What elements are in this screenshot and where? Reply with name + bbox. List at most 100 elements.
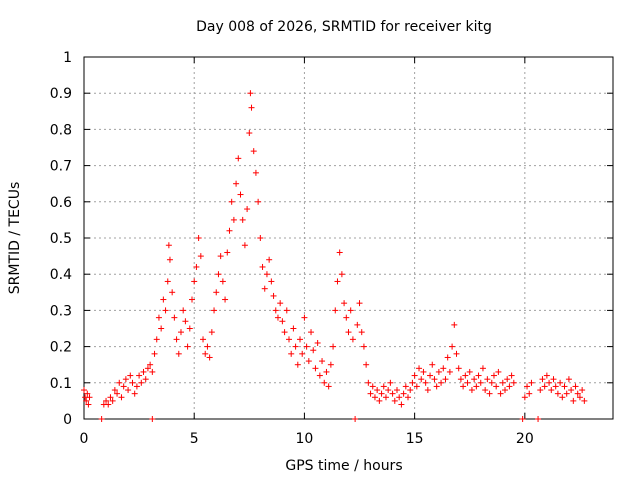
data-point bbox=[215, 271, 222, 278]
chart-title: Day 008 of 2026, SRMTID for receiver kit… bbox=[196, 19, 492, 35]
data-point bbox=[581, 397, 588, 404]
data-point bbox=[147, 361, 154, 368]
data-point bbox=[407, 387, 414, 394]
data-point bbox=[431, 376, 438, 383]
x-axis-label: GPS time / hours bbox=[285, 458, 402, 474]
data-point bbox=[162, 307, 169, 314]
data-point bbox=[438, 379, 445, 386]
data-point bbox=[177, 329, 184, 336]
data-point bbox=[107, 394, 114, 401]
data-point bbox=[422, 379, 429, 386]
data-point bbox=[490, 372, 497, 379]
data-point bbox=[371, 394, 378, 401]
data-point bbox=[263, 271, 270, 278]
data-point bbox=[109, 397, 116, 404]
data-point bbox=[341, 300, 348, 307]
x-tick-label: 20 bbox=[516, 431, 534, 447]
data-point bbox=[149, 368, 156, 375]
data-point bbox=[565, 376, 572, 383]
data-point bbox=[396, 394, 403, 401]
data-point bbox=[219, 278, 226, 285]
data-point bbox=[259, 263, 266, 270]
y-tick-label: 0.5 bbox=[50, 231, 72, 247]
y-tick-label: 0.1 bbox=[50, 376, 72, 392]
data-point bbox=[418, 376, 425, 383]
y-tick-label: 0.4 bbox=[50, 267, 72, 283]
data-point bbox=[191, 278, 198, 285]
data-point bbox=[343, 314, 350, 321]
data-point bbox=[120, 383, 127, 390]
data-point bbox=[416, 365, 423, 372]
data-point bbox=[290, 325, 297, 332]
data-point bbox=[158, 325, 165, 332]
data-point bbox=[462, 372, 469, 379]
data-point bbox=[541, 383, 548, 390]
data-point bbox=[316, 372, 323, 379]
data-point bbox=[217, 253, 224, 260]
data-point bbox=[338, 271, 345, 278]
data-point bbox=[477, 379, 484, 386]
data-point bbox=[193, 263, 200, 270]
data-point bbox=[574, 390, 581, 397]
data-point bbox=[332, 307, 339, 314]
data-point bbox=[105, 401, 112, 408]
data-point bbox=[281, 329, 288, 336]
data-point bbox=[360, 343, 367, 350]
data-point bbox=[182, 318, 189, 325]
data-point bbox=[288, 350, 295, 357]
data-point bbox=[376, 397, 383, 404]
data-point bbox=[164, 278, 171, 285]
data-point bbox=[349, 336, 356, 343]
data-point bbox=[429, 361, 436, 368]
data-point bbox=[230, 216, 237, 223]
data-point bbox=[486, 390, 493, 397]
data-point bbox=[519, 416, 526, 422]
data-point bbox=[213, 289, 220, 296]
data-point bbox=[83, 397, 90, 404]
plot-frame bbox=[83, 56, 614, 420]
data-point bbox=[153, 336, 160, 343]
data-point bbox=[138, 379, 145, 386]
data-point bbox=[248, 104, 255, 111]
data-point bbox=[252, 169, 259, 176]
data-point bbox=[570, 397, 577, 404]
x-tick-label: 15 bbox=[406, 431, 424, 447]
data-point bbox=[433, 383, 440, 390]
data-point bbox=[86, 394, 93, 401]
data-point bbox=[521, 394, 528, 401]
data-point bbox=[473, 383, 480, 390]
data-point bbox=[528, 379, 535, 386]
data-point bbox=[466, 368, 473, 375]
data-point bbox=[103, 397, 110, 404]
data-point bbox=[142, 376, 149, 383]
data-point bbox=[552, 383, 559, 390]
y-tick-label: 0.2 bbox=[50, 340, 72, 356]
data-point bbox=[479, 365, 486, 372]
data-point bbox=[206, 354, 213, 361]
data-point bbox=[204, 343, 211, 350]
data-point bbox=[169, 289, 176, 296]
data-point bbox=[228, 198, 235, 205]
x-tick-label: 10 bbox=[296, 431, 314, 447]
data-point bbox=[144, 365, 151, 372]
data-point bbox=[354, 321, 361, 328]
data-point bbox=[543, 372, 550, 379]
data-point bbox=[330, 343, 337, 350]
data-point bbox=[535, 416, 542, 422]
data-point bbox=[224, 249, 231, 256]
data-point bbox=[409, 379, 416, 386]
data-point bbox=[325, 383, 332, 390]
data-point bbox=[495, 368, 502, 375]
data-point bbox=[391, 397, 398, 404]
data-point bbox=[180, 307, 187, 314]
data-point bbox=[427, 372, 434, 379]
data-point bbox=[471, 376, 478, 383]
data-point bbox=[352, 416, 359, 422]
data-point bbox=[261, 285, 268, 292]
data-point bbox=[572, 383, 579, 390]
data-point bbox=[451, 321, 458, 328]
y-tick-label: 0.9 bbox=[50, 86, 72, 102]
data-point bbox=[413, 383, 420, 390]
data-point bbox=[305, 358, 312, 365]
